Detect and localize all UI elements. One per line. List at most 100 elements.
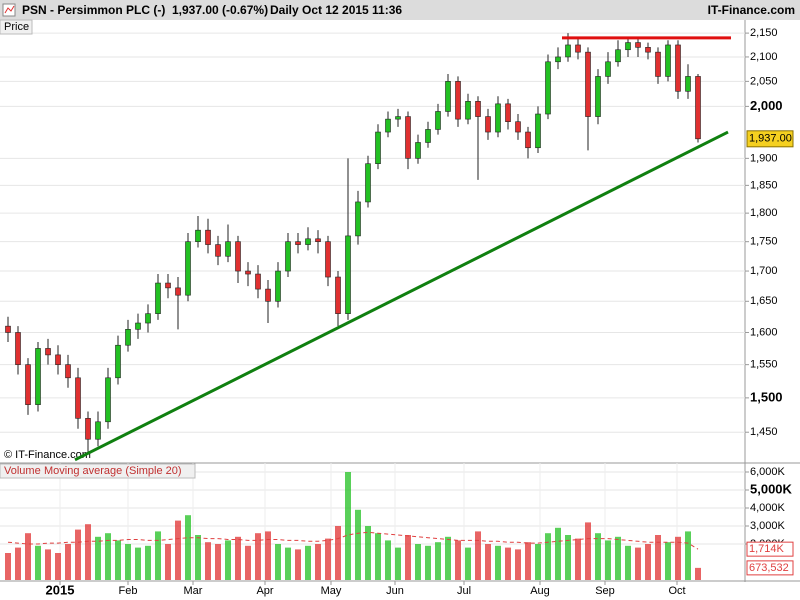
- volume-bar: [375, 533, 381, 580]
- candle-body: [485, 116, 491, 133]
- candle-body: [155, 282, 161, 314]
- candle-body: [695, 76, 701, 140]
- candle-body: [375, 131, 381, 165]
- y-tick-label: 1,600: [750, 326, 778, 338]
- candle-body: [405, 116, 411, 159]
- candle-body: [365, 163, 371, 203]
- candle-body: [455, 81, 461, 120]
- volume-bar: [465, 547, 471, 580]
- candle-body: [465, 101, 471, 120]
- volume-bar: [455, 540, 461, 580]
- candle-body: [585, 51, 591, 117]
- candle-body: [125, 329, 131, 346]
- candle-body: [75, 377, 81, 419]
- volume-bar: [665, 542, 671, 580]
- candle-body: [435, 111, 441, 130]
- candle-body: [445, 81, 451, 112]
- x-tick-label: Feb: [119, 585, 138, 597]
- header-bar: [0, 0, 800, 20]
- candle-body: [355, 201, 361, 237]
- y-tick-label: 5,000K: [750, 481, 793, 496]
- quote: 1,937.00 (-0.67%): [172, 3, 268, 17]
- candle-body: [215, 244, 221, 257]
- candle-body: [195, 229, 201, 242]
- volume-bar: [685, 531, 691, 580]
- x-tick-label: May: [321, 585, 342, 597]
- candle-body: [595, 76, 601, 117]
- last-value-label: 1,714K: [749, 543, 785, 555]
- candle-body: [535, 113, 541, 149]
- volume-bar: [245, 545, 251, 580]
- candle-body: [395, 116, 401, 120]
- candle-body: [115, 344, 121, 379]
- candle-body: [25, 364, 31, 405]
- volume-bar: [365, 526, 371, 580]
- volume-bar: [125, 544, 131, 580]
- candle-body: [475, 101, 481, 117]
- volume-bar: [415, 544, 421, 580]
- x-tick-label: Apr: [256, 585, 273, 597]
- candle-body: [615, 49, 621, 63]
- candle-body: [565, 44, 571, 58]
- volume-bar: [35, 545, 41, 580]
- volume-bar: [215, 544, 221, 580]
- volume-bar: [15, 547, 21, 580]
- candle-body: [85, 418, 91, 440]
- y-tick-label: 2,000: [750, 98, 783, 113]
- candle-body: [335, 276, 341, 314]
- candle-body: [665, 44, 671, 77]
- y-tick-label: 2,050: [750, 75, 778, 87]
- volume-bar: [395, 547, 401, 580]
- volume-bar: [495, 545, 501, 580]
- volume-bar: [25, 533, 31, 580]
- volume-bar: [595, 533, 601, 580]
- y-tick-label: 1,450: [750, 426, 778, 438]
- candle-body: [145, 313, 151, 324]
- volume-bar: [305, 545, 311, 580]
- y-tick-label: 4,000K: [750, 502, 786, 514]
- candle-body: [555, 56, 561, 63]
- volume-bar: [535, 544, 541, 580]
- volume-bar: [485, 544, 491, 580]
- volume-bar: [655, 535, 661, 580]
- y-tick-label: 1,900: [750, 152, 778, 164]
- volume-bar: [275, 544, 281, 580]
- brand: IT-Finance.com: [708, 3, 795, 17]
- x-tick-label: Mar: [184, 585, 203, 597]
- volume-bar: [635, 547, 641, 580]
- volume-bar: [265, 531, 271, 580]
- volume-bar: [385, 540, 391, 580]
- volume-bar: [225, 540, 231, 580]
- header-icon-line: [4, 5, 15, 14]
- candle-body: [525, 131, 531, 149]
- candle-body: [5, 325, 11, 333]
- y-tick-label: 1,550: [750, 359, 778, 371]
- volume-bar: [675, 536, 681, 580]
- volume-bar: [285, 547, 291, 580]
- volume-bar: [475, 531, 481, 580]
- watermark: © IT-Finance.com: [4, 449, 91, 461]
- candle-body: [95, 421, 101, 440]
- volume-bar: [45, 549, 51, 580]
- y-tick-label: 3,000K: [750, 520, 786, 532]
- x-tick-label: Jul: [457, 585, 471, 597]
- candle-body: [205, 229, 211, 245]
- panel-label: Price: [4, 21, 29, 33]
- candle-body: [575, 44, 581, 53]
- volume-bar: [695, 567, 701, 580]
- candle-body: [105, 377, 111, 423]
- y-tick-label: 1,500: [750, 389, 783, 404]
- volume-bar: [155, 531, 161, 580]
- candle-body: [635, 42, 641, 48]
- volume-bar: [55, 553, 61, 580]
- datetime: Oct 12 2015 11:36: [302, 3, 402, 17]
- last-price-box: [746, 130, 794, 148]
- volume-bar: [625, 545, 631, 580]
- volume-bar: [405, 535, 411, 580]
- y-tick-label: 2,150: [750, 27, 778, 39]
- candle-body: [415, 142, 421, 159]
- volume-bar: [75, 529, 81, 580]
- volume-bar: [255, 533, 261, 580]
- x-tick-label: 2015: [46, 582, 75, 597]
